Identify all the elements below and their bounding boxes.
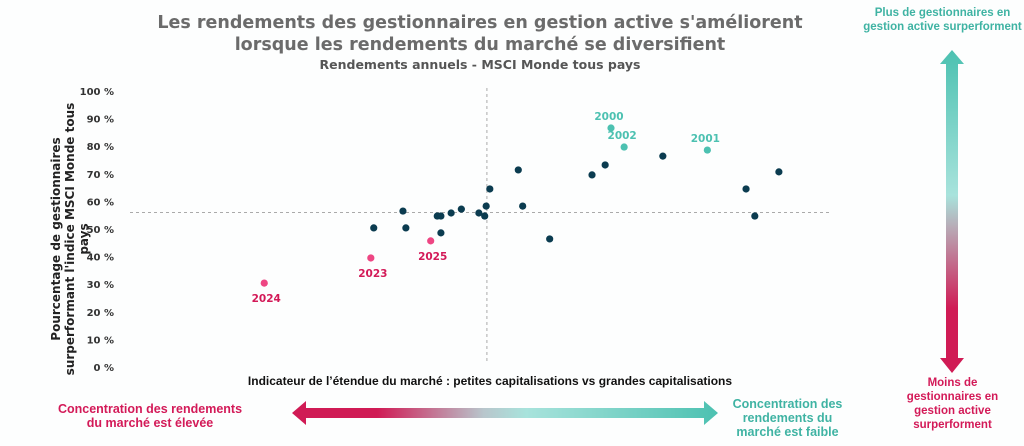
data-point (447, 209, 455, 217)
data-point (370, 224, 378, 232)
y-tick-label: 60 % (87, 197, 114, 208)
data-point-2023 (367, 254, 375, 262)
data-point (519, 202, 527, 210)
data-point (482, 202, 490, 210)
data-point (402, 224, 410, 232)
data-point-2000 (607, 124, 615, 132)
y-tick-label: 80 % (87, 142, 114, 153)
annotation-low-concentration: Concentration des rendements du marché e… (732, 397, 843, 439)
data-point-2001 (703, 146, 711, 154)
chart-subtitle: Rendements annuels - MSCI Monde tous pay… (319, 57, 641, 72)
y-tick-label: 20 % (87, 308, 114, 319)
y-tick-label: 40 % (87, 253, 114, 264)
annotation-high-concentration: Concentration des rendements du marché e… (57, 402, 243, 430)
data-point (775, 168, 783, 176)
data-point (751, 212, 759, 220)
y-tick-label: 10 % (87, 335, 114, 346)
data-point-2025 (427, 237, 435, 245)
y-tick-label: 90 % (87, 115, 114, 126)
data-point (399, 207, 407, 215)
x-axis-label: Indicateur de l’étendue du marché : peti… (247, 374, 733, 388)
y-tick-label: 0 % (94, 363, 114, 374)
annotation-more-outperform: Plus de gestionnaires en gestion active … (863, 7, 1022, 33)
y-tick-label: 100 % (80, 87, 114, 98)
data-point (588, 171, 596, 179)
data-point (514, 166, 522, 174)
data-point (601, 161, 609, 169)
data-point-2002 (620, 143, 628, 151)
data-point (742, 185, 750, 193)
y-tick-label: 70 % (87, 170, 114, 181)
point-label: 2002 (608, 130, 637, 142)
data-point (659, 152, 667, 160)
point-label: 2025 (418, 251, 447, 263)
data-point (486, 185, 494, 193)
data-point (437, 212, 445, 220)
data-point (481, 212, 489, 220)
data-point-2024 (260, 279, 268, 287)
chart-title: Les rendements des gestionnaires en gest… (157, 13, 803, 55)
y-tick-label: 50 % (87, 225, 114, 236)
point-label: 2023 (358, 268, 387, 280)
data-point (457, 205, 465, 213)
y-tick-label: 30 % (87, 280, 114, 291)
data-point (546, 235, 554, 243)
data-point (437, 229, 445, 237)
point-label: 2001 (691, 133, 720, 145)
vertical-gradient-arrow (940, 50, 964, 373)
data-point (475, 209, 483, 217)
horizontal-gradient-arrow (292, 401, 718, 425)
point-label: 2024 (252, 293, 281, 305)
point-label: 2000 (594, 111, 623, 123)
annotation-fewer-outperform: Moins de gestionnaires en gestion active… (906, 377, 999, 431)
